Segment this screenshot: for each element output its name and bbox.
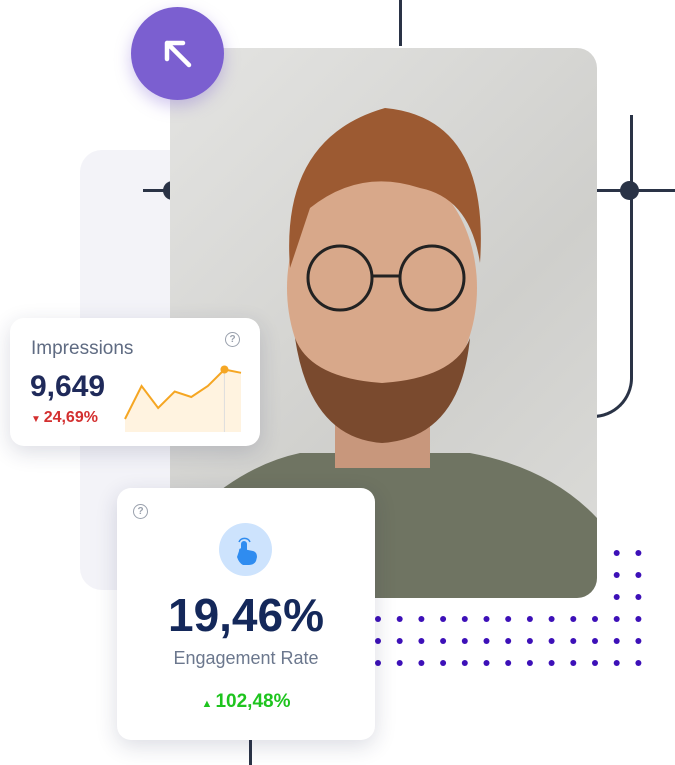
dot — [613, 638, 620, 644]
impressions-sparkline — [124, 365, 242, 432]
dot — [440, 638, 447, 644]
dot — [570, 638, 577, 644]
dot — [418, 638, 425, 644]
dot — [375, 616, 381, 622]
dot — [592, 660, 598, 666]
dot — [396, 660, 403, 666]
dot — [418, 616, 425, 622]
engagement-label: Engagement Rate — [173, 648, 319, 668]
engagement-value: 19,46% — [167, 589, 324, 641]
dot — [526, 638, 533, 644]
connector-line — [143, 189, 173, 192]
impressions-change: ▼ 24,69% — [31, 409, 98, 427]
dot — [418, 660, 425, 666]
connector-line — [399, 0, 402, 46]
engagement-card: ? 19,46% Engagement Rate ▲ 102,48% — [117, 488, 375, 740]
impressions-title: Impressions — [31, 338, 134, 359]
dot — [483, 616, 490, 622]
impressions-card: Impressions ? 9,649 ▼ 24,69% — [10, 318, 260, 446]
dot — [635, 572, 642, 578]
dot — [483, 660, 490, 666]
dot — [635, 550, 642, 556]
dot — [505, 638, 512, 644]
dot — [613, 572, 620, 578]
dot — [635, 660, 642, 666]
connector-line — [249, 738, 252, 765]
dot — [548, 638, 555, 644]
dot — [635, 616, 642, 622]
dot — [396, 616, 403, 622]
caret-up-icon: ▲ — [201, 698, 216, 710]
help-icon[interactable]: ? — [225, 332, 240, 347]
dot — [396, 638, 403, 644]
impressions-change-value: 24,69% — [43, 409, 98, 426]
dot — [483, 638, 490, 644]
dot — [461, 616, 468, 622]
dot — [592, 616, 598, 622]
dot — [570, 616, 577, 622]
dot — [613, 616, 620, 622]
dot — [440, 660, 447, 666]
arrow-up-left-icon — [164, 40, 192, 68]
dot — [613, 550, 620, 556]
engagement-change-value: 102,48% — [215, 691, 291, 712]
dot — [461, 638, 468, 644]
dot — [613, 594, 620, 600]
caret-down-icon: ▼ — [31, 414, 44, 425]
dot — [635, 638, 642, 644]
dot — [635, 594, 642, 600]
help-icon[interactable]: ? — [133, 504, 148, 519]
tap-hand-icon — [219, 523, 272, 576]
arrow-badge-button[interactable] — [131, 7, 224, 100]
dot — [613, 660, 620, 666]
spark-area — [125, 369, 241, 432]
dot — [461, 660, 468, 666]
dot — [505, 660, 512, 666]
dot — [505, 616, 512, 622]
dot — [375, 660, 381, 666]
connector-node — [620, 181, 639, 200]
dot — [526, 660, 533, 666]
dot — [548, 616, 555, 622]
dot — [570, 660, 577, 666]
dot — [592, 638, 598, 644]
impressions-value: 9,649 — [30, 370, 106, 403]
engagement-change: ▲ 102,48% — [117, 691, 375, 713]
dot — [548, 660, 555, 666]
dot-grid — [375, 550, 642, 666]
dot — [440, 616, 447, 622]
dot — [375, 638, 381, 644]
spark-point — [220, 365, 229, 374]
dot — [526, 616, 533, 622]
